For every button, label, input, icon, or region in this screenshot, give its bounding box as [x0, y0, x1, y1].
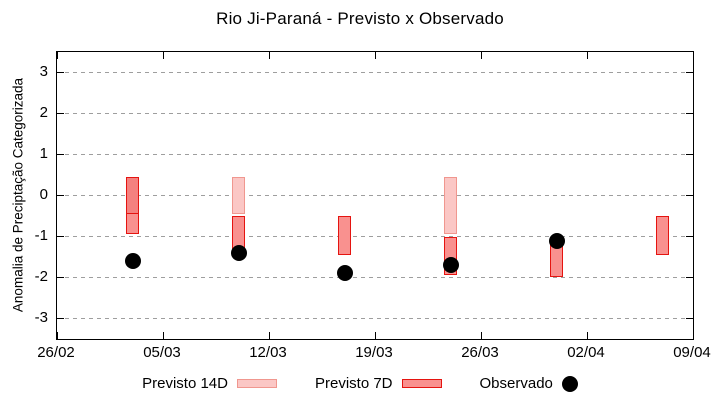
- x-tick-label: 19/03: [355, 344, 393, 361]
- x-tick-top: [374, 52, 376, 59]
- y-tick-right: [686, 236, 693, 237]
- chart-title: Rio Ji-Paraná - Previsto x Observado: [216, 9, 504, 28]
- x-tick-bottom: [268, 332, 270, 339]
- y-tick-label: 3: [39, 62, 48, 80]
- observed-dot: [336, 265, 353, 282]
- gridline-y2: [57, 113, 693, 114]
- forecast-bar-7d: [656, 216, 670, 255]
- observed-dot: [548, 232, 565, 249]
- x-tick-top: [56, 52, 58, 59]
- y-tick-label: 0: [39, 185, 48, 203]
- forecast-bar-7d: [338, 216, 352, 255]
- gridline-y-3: [57, 318, 693, 319]
- y-tick-right: [686, 195, 693, 196]
- x-tick-top: [162, 52, 164, 59]
- forecast-bar-14d: [232, 177, 246, 214]
- x-tick-bottom: [586, 332, 588, 339]
- x-tick-bottom: [56, 332, 58, 339]
- y-tick-left: [57, 154, 64, 155]
- y-tick-left: [57, 277, 64, 278]
- y-tick-label: -2: [34, 267, 48, 285]
- forecast-bar-14d: [444, 177, 458, 235]
- x-tick-label: 05/03: [143, 344, 181, 361]
- plot-area: [56, 51, 694, 340]
- x-tick-top: [480, 52, 482, 59]
- observed-dot: [124, 253, 141, 270]
- x-tick-bottom: [480, 332, 482, 339]
- gridline-y-1: [57, 236, 693, 237]
- legend-item-previsto-14d: Previsto 14D: [142, 375, 277, 392]
- x-tick-label: 26/02: [37, 344, 75, 361]
- y-tick-label: 2: [39, 103, 48, 121]
- x-tick-top: [692, 52, 694, 59]
- y-tick-right: [686, 318, 693, 319]
- legend-label-previsto-7d: Previsto 7D: [314, 375, 393, 392]
- y-tick-right: [686, 72, 693, 73]
- legend-label-previsto-14d: Previsto 14D: [142, 375, 228, 392]
- x-tick-top: [268, 52, 270, 59]
- x-tick-label: 12/03: [249, 344, 287, 361]
- x-tick-bottom: [374, 332, 376, 339]
- y-tick-label: 1: [39, 144, 48, 162]
- gridline-y-2: [57, 277, 693, 278]
- observed-dot: [442, 257, 459, 274]
- gridline-y0: [57, 195, 693, 196]
- legend-item-previsto-7d: Previsto 7D: [315, 375, 442, 392]
- y-tick-left: [57, 318, 64, 319]
- legend-item-observado: Observado: [480, 375, 578, 392]
- legend-swatch-7d: [401, 379, 442, 388]
- x-tick-bottom: [692, 332, 694, 339]
- gridline-y3: [57, 72, 693, 73]
- y-tick-left: [57, 236, 64, 237]
- y-tick-left: [57, 72, 64, 73]
- y-tick-right: [686, 113, 693, 114]
- forecast-bar-overlap: [126, 177, 140, 214]
- x-tick-label: 26/03: [461, 344, 499, 361]
- x-tick-label: 09/04: [673, 344, 711, 361]
- legend-observed-dot-icon: [561, 375, 578, 392]
- x-tick-top: [586, 52, 588, 59]
- gridline-y1: [57, 154, 693, 155]
- legend-label-observado: Observado: [479, 375, 553, 392]
- forecast-bar-7d: [232, 216, 246, 249]
- x-tick-bottom: [162, 332, 164, 339]
- legend-swatch-14d: [236, 379, 277, 388]
- y-tick-left: [57, 195, 64, 196]
- legend: Previsto 14D Previsto 7D Observado: [0, 375, 720, 392]
- y-tick-left: [57, 113, 64, 114]
- observed-dot: [230, 244, 247, 261]
- y-tick-label: -3: [34, 308, 48, 326]
- y-tick-label: -1: [34, 226, 48, 244]
- y-tick-right: [686, 154, 693, 155]
- y-tick-right: [686, 277, 693, 278]
- x-tick-label: 02/04: [567, 344, 605, 361]
